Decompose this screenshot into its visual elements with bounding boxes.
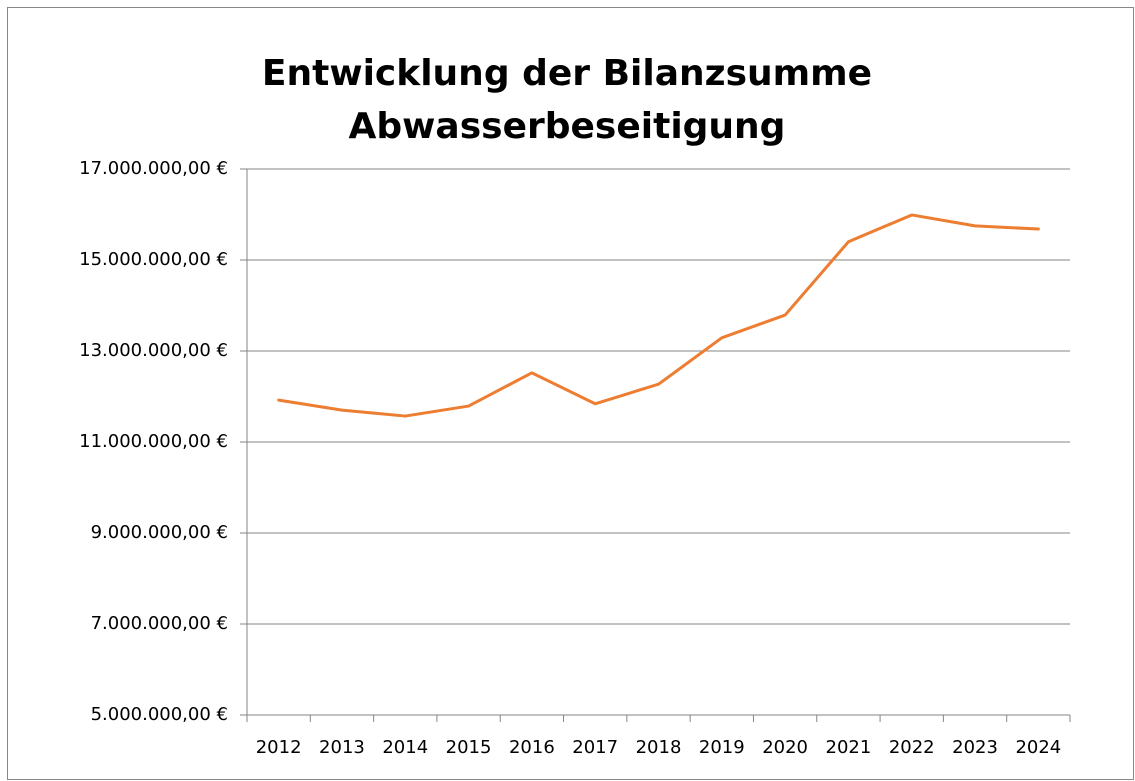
chart-title: Entwicklung der Bilanzsumme	[262, 53, 872, 94]
y-tick-label: 7.000.000,00 €	[91, 613, 228, 634]
x-tick-label: 2022	[889, 737, 935, 758]
x-tick-label: 2014	[382, 737, 428, 758]
x-tick-label: 2013	[319, 737, 365, 758]
chart-frame	[7, 7, 1134, 780]
chart-title: Abwasserbeseitigung	[349, 106, 786, 147]
series-line	[277, 213, 1040, 418]
x-tick-label: 2016	[509, 737, 555, 758]
x-tick-label: 2023	[952, 737, 998, 758]
y-tick-label: 9.000.000,00 €	[91, 522, 228, 543]
x-tick-label: 2018	[636, 737, 682, 758]
x-tick-label: 2021	[826, 737, 872, 758]
y-tick-label: 5.000.000,00 €	[91, 704, 228, 725]
x-tick-label: 2012	[256, 737, 302, 758]
x-tick-label: 2020	[762, 737, 808, 758]
x-tick-label: 2015	[446, 737, 492, 758]
y-tick-label: 13.000.000,00 €	[79, 340, 228, 361]
y-tick-label: 11.000.000,00 €	[79, 431, 228, 452]
y-tick-label: 17.000.000,00 €	[79, 158, 228, 179]
x-tick-label: 2019	[699, 737, 745, 758]
x-tick-label: 2017	[572, 737, 618, 758]
x-tick-label: 2024	[1015, 737, 1061, 758]
y-tick-label: 15.000.000,00 €	[79, 249, 228, 270]
